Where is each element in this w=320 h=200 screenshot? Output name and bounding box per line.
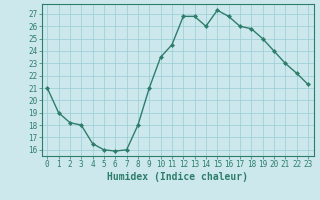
X-axis label: Humidex (Indice chaleur): Humidex (Indice chaleur): [107, 172, 248, 182]
